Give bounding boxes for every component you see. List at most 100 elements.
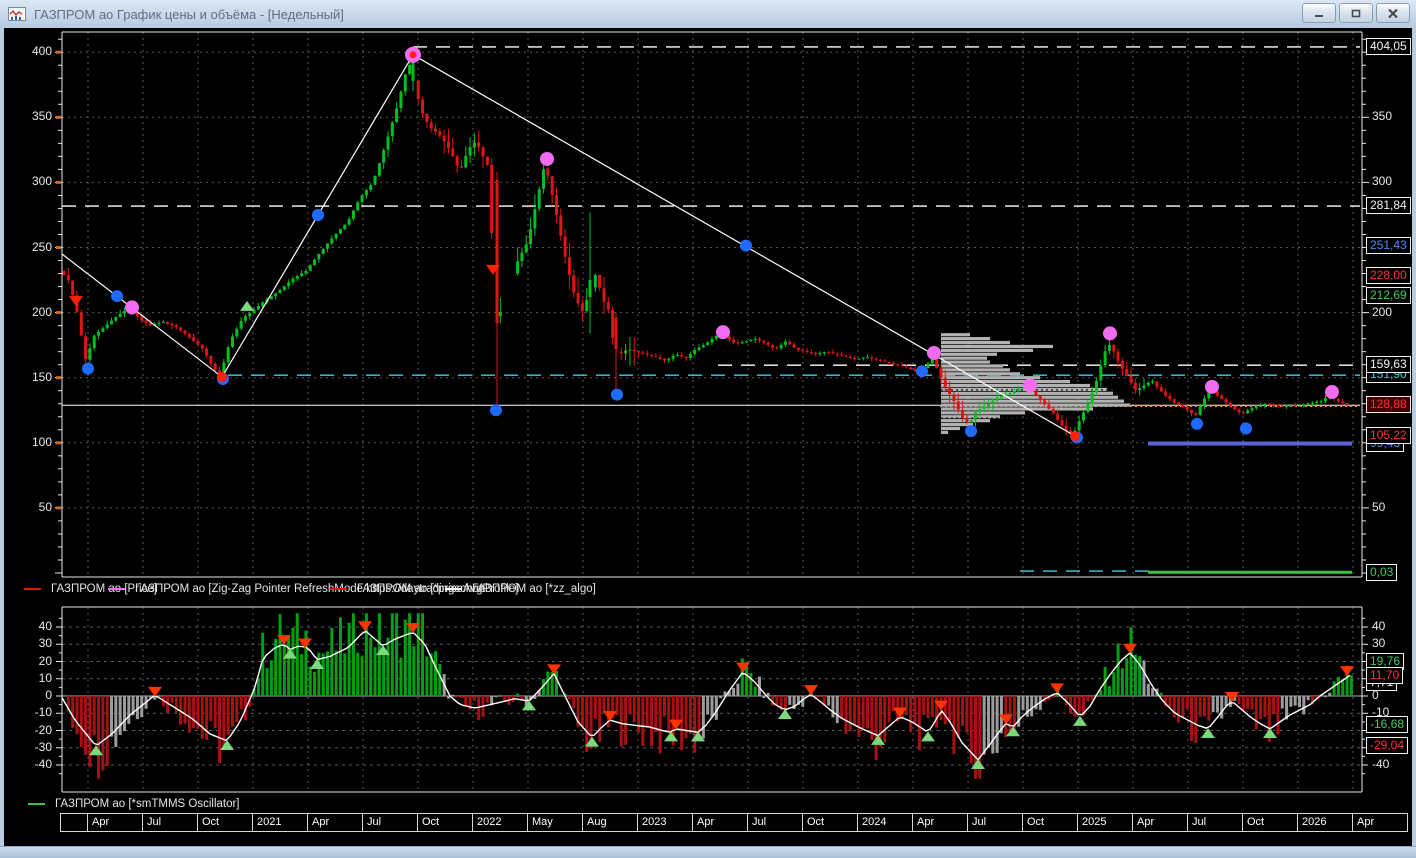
pane-frames (55, 31, 1369, 793)
legend-series-color-dash (108, 588, 125, 590)
minimize-button[interactable] (1302, 3, 1336, 23)
oscillator-axis-right-label: 0 (1372, 688, 1379, 702)
price-level-label: 0,03 (1366, 563, 1398, 581)
time-axis-cell: Jul (1188, 814, 1243, 831)
oscillator-legend-item[interactable]: ГАЗПРОМ ао [*smTMMS Oscillator] (28, 796, 240, 812)
grid-lines (62, 32, 1362, 792)
price-axis-left-label: 350 (31, 109, 52, 124)
oscillator-axis-right-label: 30 (1372, 636, 1386, 651)
close-icon (1388, 8, 1398, 18)
time-axis-cell: Oct (803, 814, 858, 831)
price-axis-left-label: 250 (31, 239, 52, 254)
oscillator-axis-left-label: -40 (34, 757, 52, 771)
time-axis-cell: Oct (198, 814, 253, 831)
main-legend-item[interactable]: ГАЗПРОМ ао [*priceAvgProfile] (330, 581, 518, 597)
chart-icon (8, 7, 26, 21)
horizontal-level-lines (62, 46, 1360, 574)
price-level-label: 212,69 (1366, 287, 1411, 305)
price-axis-right-label: 350 (1372, 109, 1393, 124)
price-axis-left-label: 300 (31, 174, 52, 189)
window-title: ГАЗПРОМ ао График цены и объёма - [Недел… (34, 6, 344, 22)
oscillator-level-label: 11,70 (1366, 666, 1404, 684)
price-level-label: 228,00 (1366, 267, 1411, 285)
legend-series-color-dash (24, 588, 41, 590)
oscillator-axis-left-label: 40 (38, 619, 52, 633)
close-button[interactable] (1376, 3, 1410, 23)
legend-series-label: ГАЗПРОМ ао [*zz_algo] (472, 583, 596, 595)
main-legend-item[interactable]: ГАЗПРОМ ао [*zz_algo] (445, 581, 596, 597)
price-axis-left-label: 200 (31, 304, 52, 319)
price-axis-left-label: 400 (31, 44, 52, 59)
oscillator-legend: ГАЗПРОМ ао [*smTMMS Oscillator] (0, 796, 1360, 812)
candles (62, 46, 1349, 442)
time-axis-cell: Aug (583, 814, 638, 831)
price-level-label: 128,88 (1366, 396, 1411, 414)
legend-series-label: ГАЗПРОМ ао [Price] (51, 583, 157, 595)
oscillator-signal-line (61, 630, 1351, 761)
oscillator-axis-left-label: -30 (34, 739, 52, 754)
oscillator-axis-left-label: 30 (38, 636, 52, 651)
time-axis-cell: Apr (308, 814, 363, 831)
minimize-icon (1315, 15, 1323, 17)
time-axis-empty-cell (60, 814, 88, 831)
price-axis-left-label: 100 (31, 434, 52, 449)
time-axis-cell: Apr (913, 814, 968, 831)
main-legend-item[interactable]: ГАЗПРОМ ао [Price] (24, 581, 157, 597)
time-axis-cell: 2023 (638, 814, 693, 831)
oscillator-level-label: 19,76 (1366, 652, 1405, 670)
oscillator-axis-left-label: 0 (45, 688, 52, 702)
oscillator-level-label: -29,04 (1366, 737, 1409, 755)
legend-series-label: ГАЗПРОМ ао [*smTMMS Oscillator] (55, 798, 240, 810)
time-axis-cell: 2026 (1298, 814, 1353, 831)
time-axis-cell: Oct (418, 814, 473, 831)
time-axis-cell: Jul (968, 814, 1023, 831)
price-level-label: 251,43 (1366, 236, 1411, 254)
window-controls (1302, 3, 1410, 23)
time-axis-cell: Jul (748, 814, 803, 831)
price-axis-right-label: 200 (1372, 304, 1393, 319)
pivot-markers (69, 46, 1339, 444)
oscillator-axis-right-label: -10 (1372, 705, 1390, 720)
zigzag-line (61, 53, 1076, 437)
oscillator-axis-right-label: -40 (1372, 757, 1390, 771)
window-bottom-border (0, 846, 1416, 858)
restore-icon (1351, 9, 1361, 17)
oscillator-signal-triangles (89, 621, 1354, 769)
price-axis-right-label: 300 (1372, 174, 1393, 189)
main-legend-item[interactable]: ГАЗПРОМ ао [Zig-Zag Pointer RefreshMode … (108, 581, 488, 597)
time-axis-cell: Apr (88, 814, 143, 831)
legend-series-label: ГАЗПРОМ ао [*priceAvgProfile] (357, 583, 519, 595)
price-level-label: 404,05 (1366, 37, 1411, 55)
time-axis-cell: Jul (363, 814, 418, 831)
main-chart-legend: ГАЗПРОМ ао [Price] ГАЗПРОМ ао [Zig-Zag Po… (0, 581, 1360, 597)
oscillator-axis-left-label: -10 (34, 705, 52, 720)
time-axis-cell: Jul (143, 814, 198, 831)
oscillator-axis-right-label: 40 (1372, 619, 1386, 633)
legend-series-color-dash (445, 588, 462, 590)
time-axis-cell: Apr (693, 814, 748, 831)
time-axis-cell: Oct (1023, 814, 1078, 831)
legend-series-color-dash (28, 803, 45, 805)
price-level-label: 281,84 (1366, 197, 1411, 215)
time-axis-cell: Oct (1243, 814, 1298, 831)
title-bar: ГАЗПРОМ ао График цены и объёма - [Недел… (0, 0, 1416, 28)
legend-series-label: ГАЗПРОМ ао [Zig-Zag Pointer RefreshMode … (135, 583, 488, 595)
time-axis-cell: 2025 (1078, 814, 1133, 831)
time-axis-cell: Apr (1353, 814, 1408, 831)
oscillator-axis-left-label: 10 (38, 670, 52, 685)
legend-series-color-dash (330, 588, 347, 590)
restore-button[interactable] (1339, 3, 1373, 23)
time-axis-cell: May (528, 814, 583, 831)
price-axis-right-label: 50 (1372, 499, 1386, 514)
price-level-label: 159,63 (1366, 356, 1411, 374)
time-axis-cell: 2024 (858, 814, 913, 831)
oscillator-bars (62, 613, 1353, 779)
time-axis-cell: Apr (1133, 814, 1188, 831)
price-axis-left-label: 150 (31, 369, 52, 384)
oscillator-level-label: -16,68 (1366, 715, 1409, 733)
time-axis-cell: 2022 (473, 814, 528, 831)
time-axis: Apr Jul Oct 2021 Apr Jul Oct 2022 May Aug 2023 Apr J… (60, 813, 1408, 832)
oscillator-axis-left-label: 20 (38, 653, 52, 668)
oscillator-axis-left-label: -20 (34, 722, 52, 737)
